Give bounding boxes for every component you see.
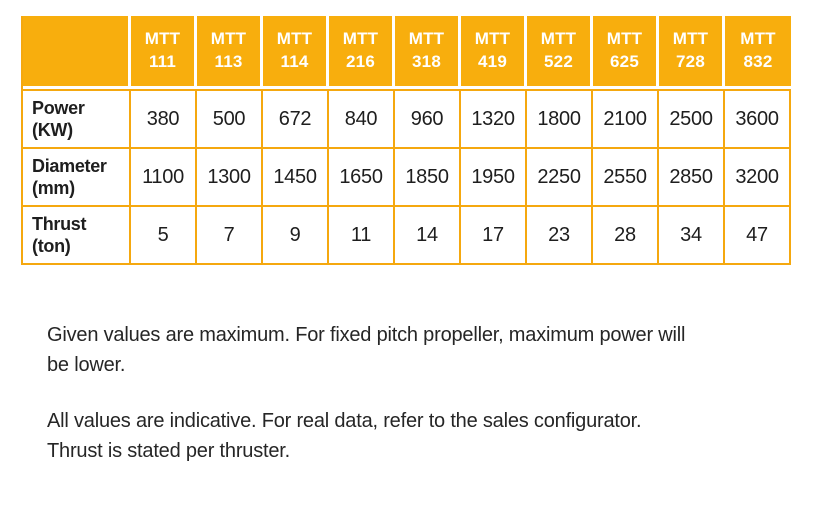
note-indicative-values: All values are indicative. For real data…	[47, 406, 642, 466]
diameter-cell: 1300	[197, 149, 263, 207]
row-label-unit: (ton)	[32, 236, 71, 256]
thrust-cell: 14	[395, 207, 461, 265]
col-header-mtt-625: MTT 625	[593, 16, 659, 89]
model-number: 216	[346, 52, 375, 71]
diameter-cell: 3200	[725, 149, 791, 207]
model-prefix: MTT	[672, 29, 709, 49]
model-prefix: MTT	[210, 29, 247, 49]
thrust-cell: 17	[461, 207, 527, 265]
row-label-line: Power	[32, 97, 85, 118]
col-header-mtt-832: MTT 832	[725, 16, 791, 89]
col-header-mtt-419: MTT 419	[461, 16, 527, 89]
model-number: 419	[478, 52, 507, 71]
col-header-mtt-318: MTT 318	[395, 16, 461, 89]
power-cell: 2500	[659, 89, 725, 149]
diameter-cell: 2250	[527, 149, 593, 207]
model-number: 114	[280, 52, 309, 71]
model-number: 522	[544, 52, 573, 71]
row-label-power: Power (KW)	[23, 89, 131, 149]
thrust-cell: 28	[593, 207, 659, 265]
model-prefix: MTT	[144, 29, 181, 49]
power-cell: 3600	[725, 89, 791, 149]
thrust-cell: 5	[131, 207, 197, 265]
thruster-spec-table: MTT 111 MTT 113 MTT 114 MTT 216 MTT 31	[21, 16, 791, 265]
power-cell: 960	[395, 89, 461, 149]
model-prefix: MTT	[342, 29, 379, 49]
thrust-cell: 34	[659, 207, 725, 265]
row-label-line: Diameter	[32, 155, 107, 176]
model-number: 728	[676, 52, 705, 71]
diameter-cell: 1650	[329, 149, 395, 207]
note-line: be lower.	[47, 354, 126, 376]
diameter-cell: 2850	[659, 149, 725, 207]
table-row-power: Power (KW) 380 500 672 840 960 1320 1800…	[23, 89, 791, 149]
power-cell: 2100	[593, 89, 659, 149]
col-header-mtt-114: MTT 114	[263, 16, 329, 89]
thrust-cell: 47	[725, 207, 791, 265]
table-row-diameter: Diameter (mm) 1100 1300 1450 1650 1850 1…	[23, 149, 791, 207]
diameter-cell: 1950	[461, 149, 527, 207]
diameter-cell: 1450	[263, 149, 329, 207]
row-label-unit: (KW)	[32, 120, 73, 140]
thrust-cell: 9	[263, 207, 329, 265]
col-header-mtt-111: MTT 111	[131, 16, 197, 89]
row-label-line: Thrust	[32, 213, 87, 234]
note-maximum-values: Given values are maximum. For fixed pitc…	[47, 320, 685, 380]
row-label-thrust: Thrust (ton)	[23, 207, 131, 265]
model-prefix: MTT	[606, 29, 643, 49]
model-prefix: MTT	[408, 29, 445, 49]
row-label-unit: (mm)	[32, 178, 75, 198]
table-row-thrust: Thrust (ton) 5 7 9 11 14 17 23 28 34 47	[23, 207, 791, 265]
power-cell: 1800	[527, 89, 593, 149]
power-cell: 1320	[461, 89, 527, 149]
note-line: Thrust is stated per thruster.	[47, 440, 290, 462]
diameter-cell: 2550	[593, 149, 659, 207]
spec-table-wrapper: MTT 111 MTT 113 MTT 114 MTT 216 MTT 31	[21, 16, 791, 265]
model-number: 111	[148, 52, 177, 71]
power-cell: 840	[329, 89, 395, 149]
power-cell: 672	[263, 89, 329, 149]
model-prefix: MTT	[474, 29, 511, 49]
model-prefix: MTT	[740, 29, 776, 49]
power-cell: 380	[131, 89, 197, 149]
col-header-mtt-728: MTT 728	[659, 16, 725, 89]
model-number: 832	[743, 52, 773, 71]
diameter-cell: 1850	[395, 149, 461, 207]
model-prefix: MTT	[276, 29, 313, 49]
row-label-diameter: Diameter (mm)	[23, 149, 131, 207]
thrust-cell: 7	[197, 207, 263, 265]
col-header-mtt-113: MTT 113	[197, 16, 263, 89]
model-number: 113	[214, 52, 243, 71]
corner-cell	[23, 16, 131, 89]
note-line: Given values are maximum. For fixed pitc…	[47, 324, 686, 346]
header-row: MTT 111 MTT 113 MTT 114 MTT 216 MTT 31	[23, 16, 791, 89]
model-number: 625	[610, 52, 639, 71]
diameter-cell: 1100	[131, 149, 197, 207]
model-prefix: MTT	[540, 29, 577, 49]
col-header-mtt-522: MTT 522	[527, 16, 593, 89]
thrust-cell: 11	[329, 207, 395, 265]
model-number: 318	[412, 52, 441, 71]
thrust-cell: 23	[527, 207, 593, 265]
col-header-mtt-216: MTT 216	[329, 16, 395, 89]
note-line: All values are indicative. For real data…	[47, 410, 642, 432]
power-cell: 500	[197, 89, 263, 149]
